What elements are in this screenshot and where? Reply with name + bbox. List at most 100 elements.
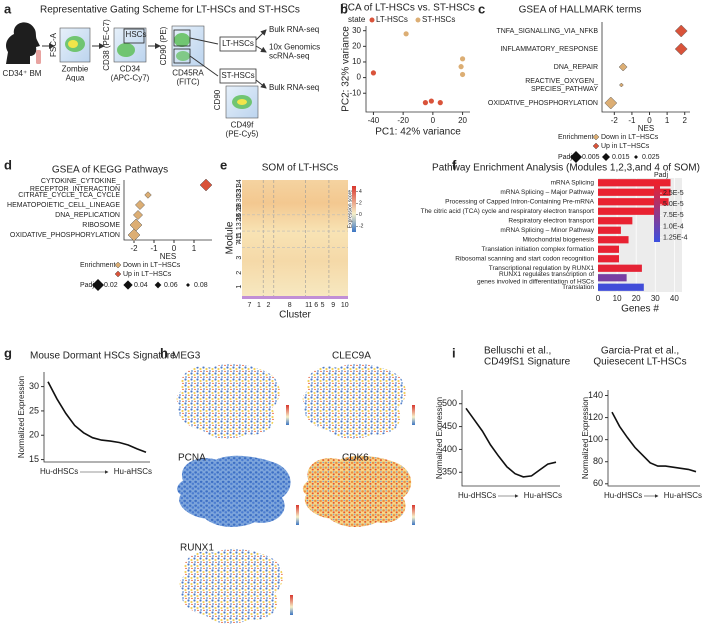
legend-label: LT-HSCs	[376, 15, 408, 24]
x-tick-label: -2	[611, 116, 619, 125]
sample-label: CD34⁺ BM	[3, 69, 42, 78]
axis-label: CD90 (PE)	[159, 26, 168, 65]
bar	[598, 198, 669, 206]
colorbar-title: Padj	[654, 172, 668, 179]
category-label: Respiratory electron transport	[508, 217, 594, 224]
cell-cloud	[176, 51, 190, 61]
y-tick-label: 120	[588, 412, 603, 422]
category-label: CITRATE_CYCLE_TCA_CYCLE	[18, 192, 120, 199]
axis-label: CD45RA (FITC)	[172, 69, 204, 87]
legend-label: Down in LT−HSCs	[123, 262, 181, 269]
cluster-label: 2	[267, 302, 271, 309]
category-label: mRNA Splicing – Major Pathway	[500, 189, 594, 196]
colorbar	[286, 405, 289, 425]
module-label: 3	[236, 256, 243, 260]
y-tick-label: 140	[588, 390, 603, 400]
trend-line	[611, 411, 697, 473]
axis-label: CD49f (PE-Cy5)	[226, 121, 259, 139]
category-label: mRNA Splicing	[551, 179, 595, 186]
y-tick-label: 400	[442, 444, 457, 454]
gating-scheme: Representative Gating Scheme for LT-HSCs…	[3, 5, 321, 139]
category-label: Processing of Capped Intron-Containing P…	[445, 198, 595, 205]
legend-label: Down in LT−HSCs	[601, 134, 659, 141]
heatmap-body	[242, 180, 348, 296]
x-tick-label: -20	[397, 116, 409, 125]
bar	[598, 255, 619, 263]
panel-label: f	[452, 157, 457, 172]
y-tick-label: 30	[352, 26, 361, 35]
dot	[129, 218, 143, 232]
gene-label: RUNX1	[180, 543, 214, 554]
category-label: OXIDATIVE_PHOSPHORYLATION	[488, 100, 598, 107]
category-label: Translation initiation complex formation	[482, 246, 595, 253]
y-tick-label: 60	[593, 478, 603, 488]
cluster-bar	[242, 296, 348, 299]
category-label: RUNX1 regulates transcription of genes in…	[477, 271, 595, 285]
umap-panel: MEG3 CLEC9A PCNA CDK6 RUNX1	[172, 351, 415, 624]
legend-swatch	[415, 17, 421, 23]
y-tick-label: 20	[29, 430, 39, 440]
umap-cloud	[302, 455, 412, 527]
y-axis-label: PC2: 32% variance	[341, 26, 352, 112]
y-axis-label: Module	[225, 221, 236, 254]
bar	[598, 283, 644, 291]
legend-swatch	[369, 17, 375, 23]
panel-label: g	[4, 345, 12, 360]
colorbar-title: Expression score	[347, 190, 353, 229]
axis-label: FSC-A	[49, 32, 58, 57]
size-legend-label: 0.015	[612, 154, 630, 161]
y-tick-label: 30	[29, 381, 39, 391]
x-tick-label: -1	[150, 244, 158, 253]
colorbar-label: 4	[359, 189, 362, 195]
chart-title: Mouse Dormant HSCs Signature	[30, 351, 176, 362]
x-end-label: Hu-aHSCs	[114, 467, 152, 476]
x-start-label: Hu-dHSCs	[604, 491, 642, 500]
x-start-label: Hu-dHSCs	[458, 491, 496, 500]
axis-label: Zombie Aqua	[62, 65, 89, 83]
axis-label: CD90	[213, 89, 222, 110]
size-legend-title: Padj	[558, 154, 572, 161]
y-tick-label: 15	[29, 454, 39, 464]
category-label: The citric acid (TCA) cycle and respirat…	[421, 208, 595, 215]
panel-label: i	[452, 345, 456, 360]
y-tick-label: 100	[588, 434, 603, 444]
x-tick-label: 2	[682, 116, 687, 125]
category-label: Mitochondrial biogenesis	[522, 236, 594, 243]
axes	[43, 372, 150, 463]
legend-swatch	[114, 261, 122, 269]
panel-label: d	[4, 157, 12, 172]
gate	[123, 28, 145, 44]
size-swatch	[186, 283, 190, 287]
category-label: HEMATOPOIETIC_CELL_LINEAGE	[7, 202, 120, 209]
colorbar	[412, 505, 415, 525]
module-label: 4 5	[236, 233, 243, 243]
colorbar	[352, 186, 356, 232]
cluster-label: 8	[288, 302, 292, 309]
category-label: REACTIVE_OXYGEN_ SPECIES_PATHWAY	[525, 78, 598, 93]
bar	[598, 179, 671, 187]
point	[428, 98, 434, 104]
axes	[123, 180, 212, 241]
gene-label: MEG3	[172, 351, 201, 362]
y-axis-label: Normalized Expression	[17, 376, 26, 458]
donor-silhouette	[6, 22, 40, 64]
legend-title: state	[348, 15, 366, 24]
axis-label: CD34 (APC-Cy7)	[111, 65, 150, 83]
size-swatch	[92, 279, 104, 291]
chart-title: GSEA of KEGG Pathways	[52, 165, 168, 176]
gene-label: PCNA	[178, 453, 206, 464]
x-end-label: Hu-aHSCs	[664, 491, 702, 500]
x-axis-label: Genes #	[621, 304, 659, 315]
y-tick-label: 450	[442, 421, 457, 431]
arrow	[255, 45, 267, 53]
sample-tube	[36, 50, 41, 64]
category-label: Transcriptional regulation by RUNX1	[489, 265, 595, 272]
size-swatch	[154, 281, 162, 289]
legend-title: Enrichment	[558, 134, 593, 141]
point	[437, 100, 443, 106]
gene-label: CDK6	[342, 453, 369, 464]
module-label: 2	[236, 271, 243, 275]
size-legend-label: 0.04	[134, 282, 148, 289]
module-label: 7 11 13 16 18	[236, 203, 243, 245]
population-label: LT-HSCs	[222, 39, 254, 48]
